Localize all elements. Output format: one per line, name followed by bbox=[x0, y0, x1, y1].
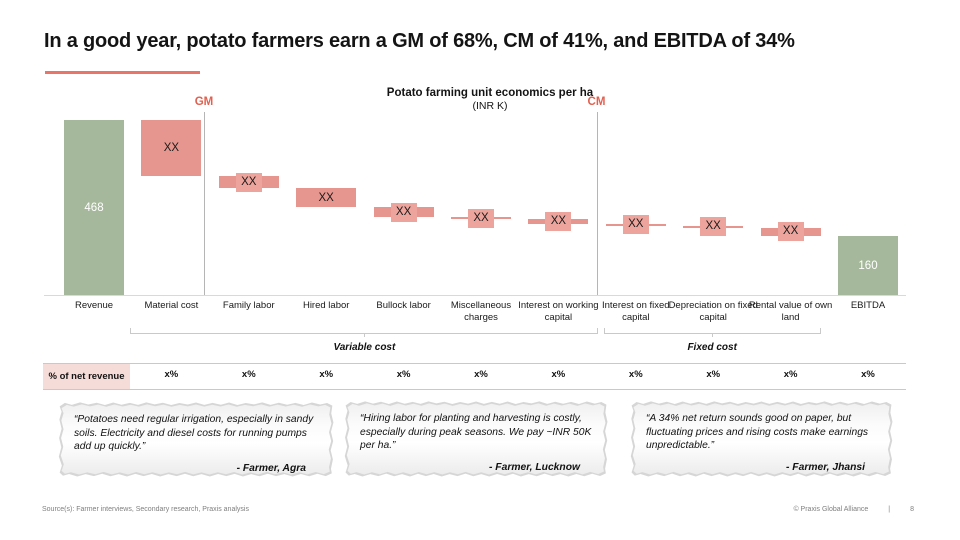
quote-text: “Hiring labor for planting and harvestin… bbox=[360, 412, 594, 473]
category-label-hired-labor: Hired labor bbox=[302, 300, 350, 311]
copyright: © Praxis Global Alliance bbox=[793, 506, 869, 513]
footer-separator: | bbox=[888, 506, 891, 513]
quote-text: “Potatoes need regular irrigation, espec… bbox=[74, 413, 320, 474]
bar-value-label: XX bbox=[318, 191, 334, 204]
pct-of-net-revenue-material-cost: x% bbox=[164, 369, 179, 380]
bracket-end-tick bbox=[597, 328, 599, 333]
category-label-revenue: Revenue bbox=[74, 300, 114, 311]
footer-right: © Praxis Global Alliance | 8 bbox=[793, 506, 914, 513]
marker-line-gm bbox=[204, 112, 205, 295]
waterfall-bar-ebitda bbox=[838, 235, 898, 296]
group-label-variable-cost: Variable cost bbox=[333, 342, 396, 353]
category-label-interest-on-working-capital: Interest on working capital bbox=[518, 300, 599, 323]
group-label-fixed-cost: Fixed cost bbox=[687, 342, 737, 353]
bracket-end-tick bbox=[130, 328, 132, 333]
bracket-end-tick bbox=[819, 328, 821, 333]
torn-paper-fill bbox=[632, 403, 891, 475]
pct-of-net-revenue-hired-labor: x% bbox=[319, 369, 334, 380]
pct-of-net-revenue-interest-on-working-capital: x% bbox=[551, 369, 566, 380]
page-number: 8 bbox=[910, 506, 914, 513]
waterfall-bar-revenue bbox=[64, 120, 124, 296]
quote-card-jhansi: “A 34% net return sounds good on paper, … bbox=[630, 400, 893, 478]
page-title: In a good year, potato farmers earn a GM… bbox=[44, 30, 795, 52]
bar-value-label: XX bbox=[700, 217, 727, 237]
source-note: Source(s): Farmer interviews, Secondary … bbox=[42, 506, 249, 513]
pct-row-top-border bbox=[43, 363, 906, 364]
torn-paper-fill bbox=[60, 404, 332, 475]
pct-of-net-revenue-interest-on-fixed-capital: x% bbox=[628, 369, 643, 380]
torn-paper-fill bbox=[346, 403, 606, 475]
pct-row-bottom-border bbox=[43, 389, 906, 390]
bar-value-label: 160 bbox=[858, 259, 878, 272]
chart-title: Potato farming unit economics per ha bbox=[386, 87, 594, 99]
category-label-rental-value-of-own-land: Rental value of own land bbox=[748, 300, 833, 323]
category-label-family-labor: Family labor bbox=[222, 300, 275, 311]
bar-value-label: XX bbox=[777, 222, 804, 242]
category-label-ebitda: EBITDA bbox=[850, 300, 886, 311]
bar-value-label: XX bbox=[235, 172, 262, 192]
category-label-bullock-labor: Bullock labor bbox=[376, 300, 431, 311]
chart-subtitle: (INR K) bbox=[472, 100, 508, 112]
pct-row-header-cell: % of net revenue bbox=[43, 364, 130, 389]
bar-value-label: XX bbox=[545, 211, 572, 231]
quote-text: “A 34% net return sounds good on paper, … bbox=[646, 412, 879, 473]
category-label-miscellaneous-charges: Miscellaneous charges bbox=[450, 300, 512, 323]
marker-label-cm: CM bbox=[587, 96, 606, 108]
waterfall-bar-material-cost bbox=[141, 120, 202, 177]
bracket-center-tick bbox=[712, 333, 714, 337]
pct-of-net-revenue-rental-value-of-own-land: x% bbox=[783, 369, 798, 380]
bar-value-label: XX bbox=[163, 142, 180, 155]
waterfall-bar-hired-labor bbox=[296, 188, 357, 208]
quote-attribution: - Farmer, Agra bbox=[236, 462, 306, 474]
bracket-center-tick bbox=[364, 333, 366, 337]
quote-body: “Hiring labor for planting and harvestin… bbox=[360, 413, 592, 451]
category-label-depreciation-on-fixed-capital: Depreciation on fixed capital bbox=[668, 300, 758, 323]
title-accent-underline bbox=[45, 71, 200, 74]
category-label-material-cost: Material cost bbox=[144, 300, 199, 311]
quote-card-agra: “Potatoes need regular irrigation, espec… bbox=[58, 401, 334, 478]
quote-attribution: - Farmer, Jhansi bbox=[786, 461, 865, 473]
bar-value-label: XX bbox=[622, 215, 649, 235]
bar-value-label: 468 bbox=[84, 201, 104, 214]
pct-of-net-revenue-family-labor: x% bbox=[241, 369, 256, 380]
pct-of-net-revenue-depreciation-on-fixed-capital: x% bbox=[706, 369, 721, 380]
marker-label-gm: GM bbox=[194, 96, 214, 108]
quote-card-lucknow: “Hiring labor for planting and harvestin… bbox=[344, 400, 608, 478]
pct-of-net-revenue-bullock-labor: x% bbox=[396, 369, 411, 380]
bracket-end-tick bbox=[603, 328, 605, 333]
category-label-interest-on-fixed-capital: Interest on fixed capital bbox=[601, 300, 670, 323]
quote-attribution: - Farmer, Lucknow bbox=[489, 461, 580, 473]
quote-body: “Potatoes need regular irrigation, espec… bbox=[74, 414, 314, 452]
pct-of-net-revenue-ebitda: x% bbox=[861, 369, 875, 380]
bar-value-label: XX bbox=[390, 202, 417, 222]
pct-of-net-revenue-miscellaneous-charges: x% bbox=[474, 369, 488, 380]
marker-line-cm bbox=[596, 112, 598, 295]
x-axis-line bbox=[44, 295, 906, 296]
quote-body: “A 34% net return sounds good on paper, … bbox=[646, 413, 869, 451]
bar-value-label: XX bbox=[468, 208, 494, 228]
